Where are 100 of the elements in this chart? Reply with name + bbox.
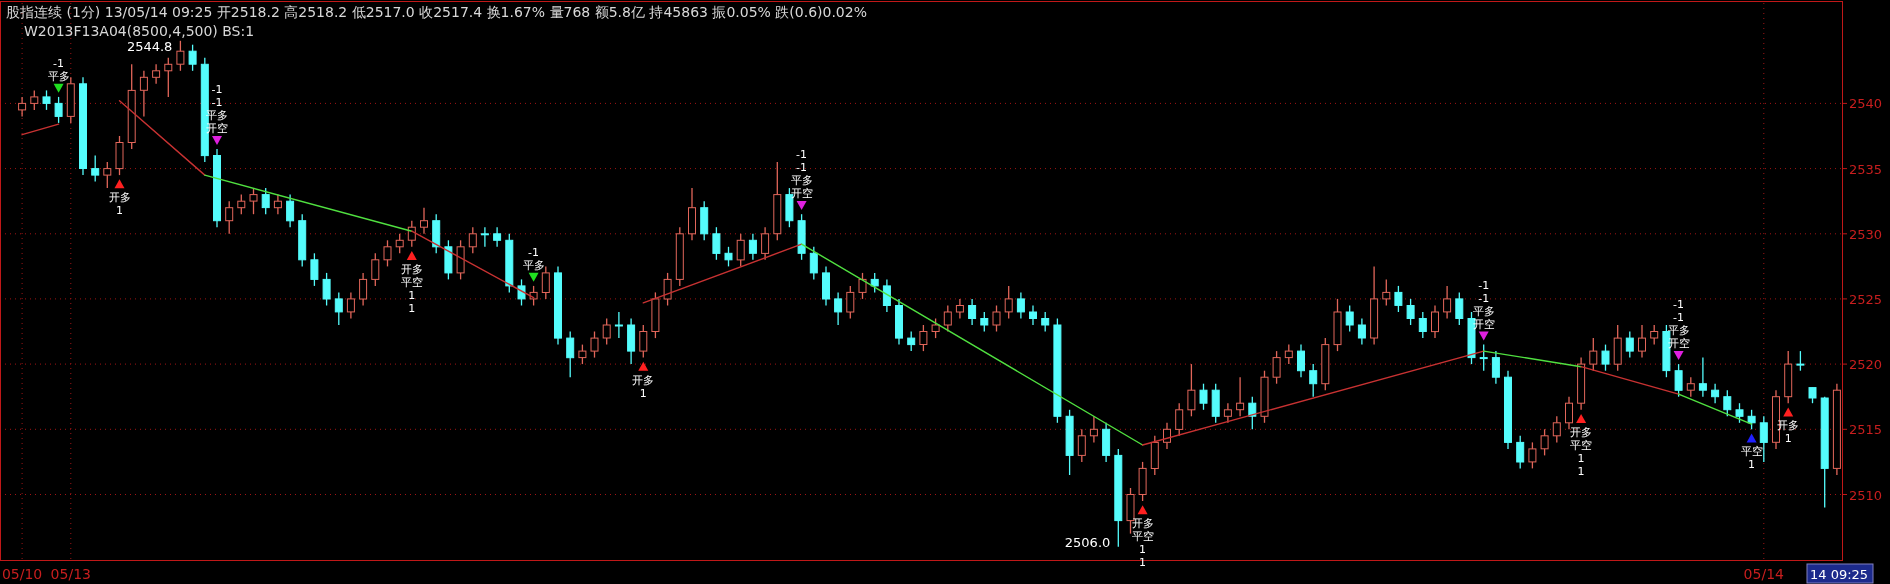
x-tick-label: 05/14 (1743, 566, 1785, 582)
point (212, 135, 222, 145)
candlestick (261, 187, 270, 215)
candlestick (919, 324, 928, 352)
candlestick (1674, 363, 1683, 398)
candlestick (1735, 402, 1744, 424)
candlestick (1223, 402, 1232, 424)
candlestick (639, 324, 648, 359)
candlestick (1406, 298, 1415, 326)
candlestick (1163, 422, 1171, 450)
y-tick-label: 2530 (1849, 226, 1883, 242)
annotation: 1 (116, 204, 123, 218)
annotation: 平空 (1740, 445, 1763, 459)
candlestick (980, 311, 989, 333)
annotation: 平多 (1667, 324, 1690, 337)
candlestick (1711, 383, 1720, 404)
candlestick (1394, 285, 1403, 313)
candlestick (1638, 324, 1646, 359)
candlestick (834, 291, 843, 326)
candlestick (383, 239, 392, 268)
annotation: 开多 (400, 262, 423, 276)
candlestick (1029, 304, 1037, 326)
annotation: 平空 (1131, 530, 1154, 544)
annotation: 1 (408, 288, 416, 302)
candlestick (346, 291, 355, 320)
point (53, 83, 64, 93)
candlestick (1382, 278, 1391, 307)
candlestick (566, 330, 575, 378)
candlestick (371, 252, 380, 287)
candlestick (1601, 343, 1610, 372)
candlestick (1187, 363, 1196, 417)
candlestick (286, 193, 295, 228)
candlestick (1747, 409, 1756, 430)
y-tick-label: 2520 (1849, 357, 1883, 373)
candlestick (1625, 330, 1634, 359)
point (1576, 413, 1587, 423)
annotation: -1 (1478, 291, 1490, 305)
candlestick (882, 278, 891, 313)
y-tick-label: 2515 (1849, 422, 1883, 438)
candlestick (18, 96, 27, 118)
candlestick (1345, 304, 1354, 333)
point (796, 201, 807, 211)
y-tick-label: 2510 (1849, 487, 1883, 503)
candlestick (858, 272, 867, 300)
candlestick (663, 272, 672, 307)
annotation: 1 (1748, 458, 1756, 472)
candlestick (578, 343, 587, 365)
annotation: 开多 (1570, 425, 1593, 439)
candlestick (310, 252, 319, 287)
candlestick (943, 304, 952, 333)
candlestick (955, 298, 964, 320)
candlestick (188, 44, 197, 72)
candlestick (480, 226, 489, 248)
candlestick (91, 154, 100, 183)
candlestick (1540, 428, 1549, 457)
candlestick (1431, 304, 1439, 339)
candlestick (54, 96, 63, 124)
annotation: -1 (1673, 298, 1685, 311)
candlestick (1516, 435, 1525, 470)
candlestick (493, 226, 502, 248)
candlestick (1686, 376, 1695, 398)
point (528, 272, 539, 282)
annotation: 开多 (1131, 517, 1154, 531)
candlestick (1309, 363, 1318, 398)
x-tick-label: 05/10 (1, 566, 43, 582)
candlestick (1479, 343, 1488, 372)
candlestick (1443, 285, 1452, 320)
candlestick (724, 246, 733, 268)
candlestick (42, 89, 51, 111)
point (1783, 407, 1794, 417)
candlestick (1552, 415, 1561, 444)
candlestick (359, 272, 368, 307)
candlestick (103, 161, 112, 189)
candlestick (1272, 350, 1281, 385)
candlestick (712, 226, 721, 261)
text: 14 09:25 (1810, 567, 1869, 582)
candlestick (237, 193, 246, 215)
point (1673, 351, 1684, 360)
annotation: -1 (53, 56, 65, 70)
candlestick (748, 233, 757, 261)
annotation: -1 (796, 161, 808, 175)
point (1746, 433, 1757, 443)
candlestick (1589, 337, 1598, 372)
candlestick (1077, 428, 1086, 463)
candlestick (225, 200, 234, 235)
x-tick-label: 05/13 (50, 566, 91, 582)
annotation: 平多 (1472, 304, 1495, 318)
point (114, 179, 125, 189)
candlestick (395, 233, 404, 254)
candlestick (870, 272, 879, 294)
y-tick-label: 2525 (1849, 291, 1883, 307)
candlestick (30, 89, 39, 111)
candlestick (931, 317, 940, 339)
candlestick (1528, 441, 1537, 470)
candlestick (1698, 356, 1707, 398)
annotation: 开多 (108, 191, 131, 205)
candlestick (1284, 343, 1293, 365)
chart-title: 股指连续 (1分) 13/05/14 09:25 开2518.2 高2518.2 低2517.0 收2517.4 换1.67% 量768 额5.8亿 持45863 振0.05% 跌(0.6)0.02% (6, 4, 867, 20)
candlestick (139, 70, 148, 118)
annotation: 1 (1784, 432, 1792, 446)
